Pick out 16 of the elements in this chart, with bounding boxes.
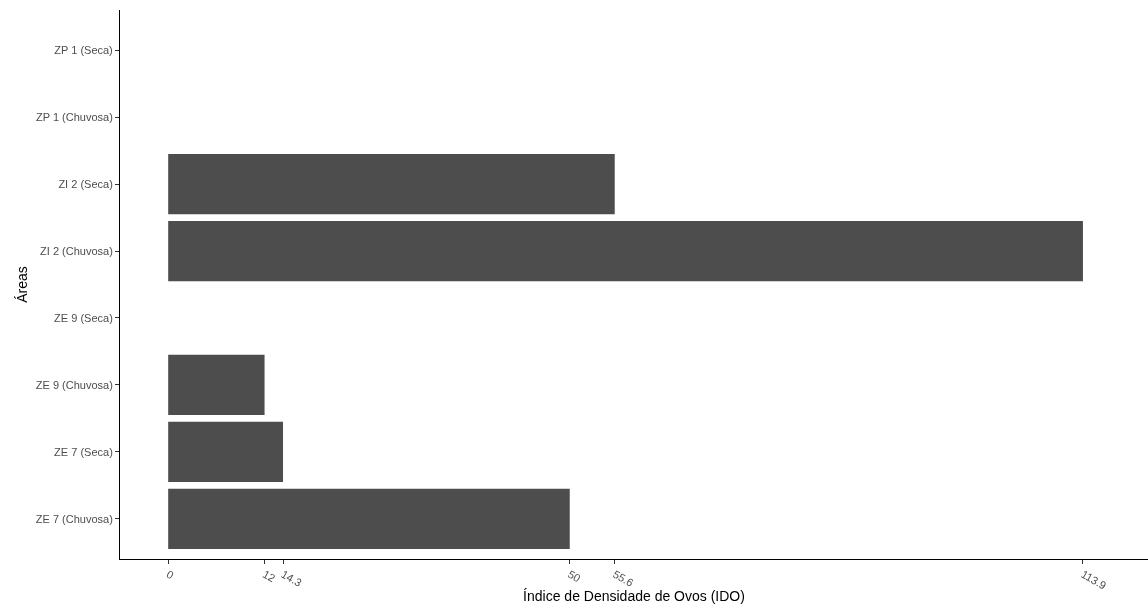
- y-tick-label: ZI 2 (Chuvosa): [40, 244, 113, 257]
- x-tick-label: 50: [566, 567, 583, 585]
- x-tick-label: 12: [260, 567, 278, 585]
- y-tick-label: ZE 9 (Seca): [54, 311, 113, 324]
- x-tick-label: 55.6: [610, 567, 636, 589]
- y-tick-label: ZP 1 (Chuvosa): [35, 110, 113, 123]
- y-tick-label: ZE 7 (Chuvosa): [35, 512, 113, 525]
- y-tick-label: ZI 2 (Seca): [58, 177, 113, 190]
- y-tick-label: ZP 1 (Seca): [54, 44, 113, 57]
- x-axis-title: Índice de Densidade de Ovos (IDO): [523, 588, 745, 604]
- x-tick-label: 0: [164, 567, 176, 582]
- y-tick-label: ZE 7 (Seca): [54, 445, 113, 458]
- x-tick-label: 113.9: [1079, 567, 1109, 592]
- y-tick-label: ZE 9 (Chuvosa): [35, 378, 113, 391]
- y-axis-title: Áreas: [14, 266, 31, 303]
- x-tick-label: 14.3: [279, 567, 304, 589]
